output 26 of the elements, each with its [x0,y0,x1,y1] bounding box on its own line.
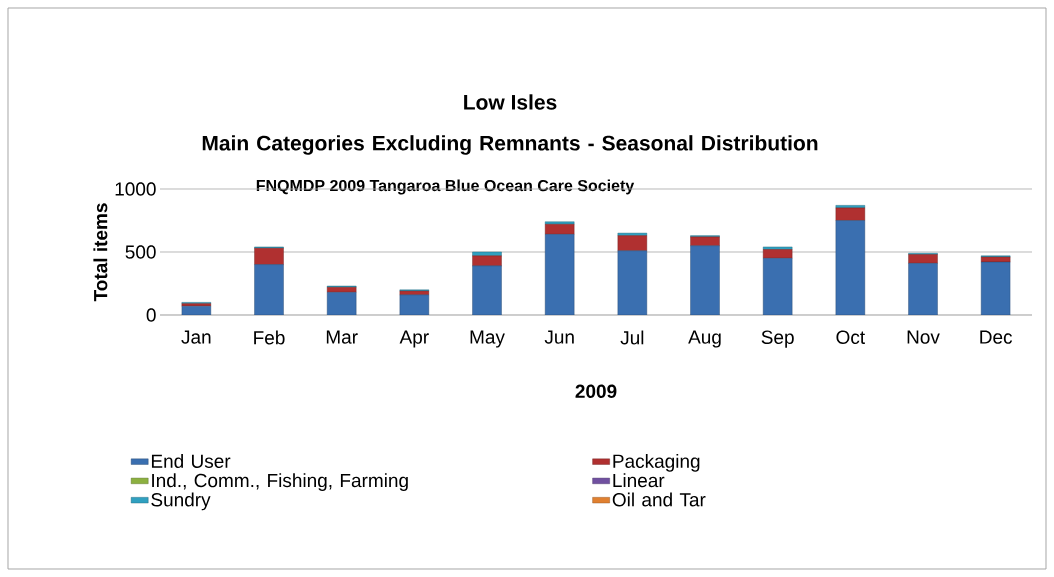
legend-label: Oil and Tar [612,492,706,507]
x-tick-label: Oct [836,330,865,344]
y-tick-label: 500 [125,245,156,259]
chart-title: Low Isles [464,94,557,110]
x-tick-label: Aug [688,330,721,348]
x-tick-label: Jun [544,330,574,344]
x-tick-label: Mar [326,330,358,344]
x-tick-label: Feb [254,330,285,345]
x-tick-label: Jan [181,330,211,344]
y-tick-label: 0 [146,308,156,322]
legend-label: Sundry [151,492,211,511]
y-axis-title: Total items [93,203,108,302]
y-tick-label: 1000 [115,182,156,196]
legend-label: Ind., Comm., Fishing, Farming [152,473,408,491]
legend-label: Packaging [613,454,700,472]
x-tick-label: Dec [980,330,1013,344]
x-tick-label: Nov [907,330,940,344]
legend-label: Linear [613,473,665,488]
annotation: FNQMDP 2009 Tangaroa Blue Ocean Care Society [256,179,635,195]
legend-label: End User [151,454,231,468]
x-tick-label: Jul [620,330,644,345]
x-tick-label: Sep [761,330,794,348]
x-axis-title: 2009 [575,384,617,399]
x-tick-label: Apr [399,330,429,348]
x-tick-label: May [470,330,505,348]
chart-subtitle: Main Categories Excluding Remnants - Seasonal Distribution [202,135,818,155]
